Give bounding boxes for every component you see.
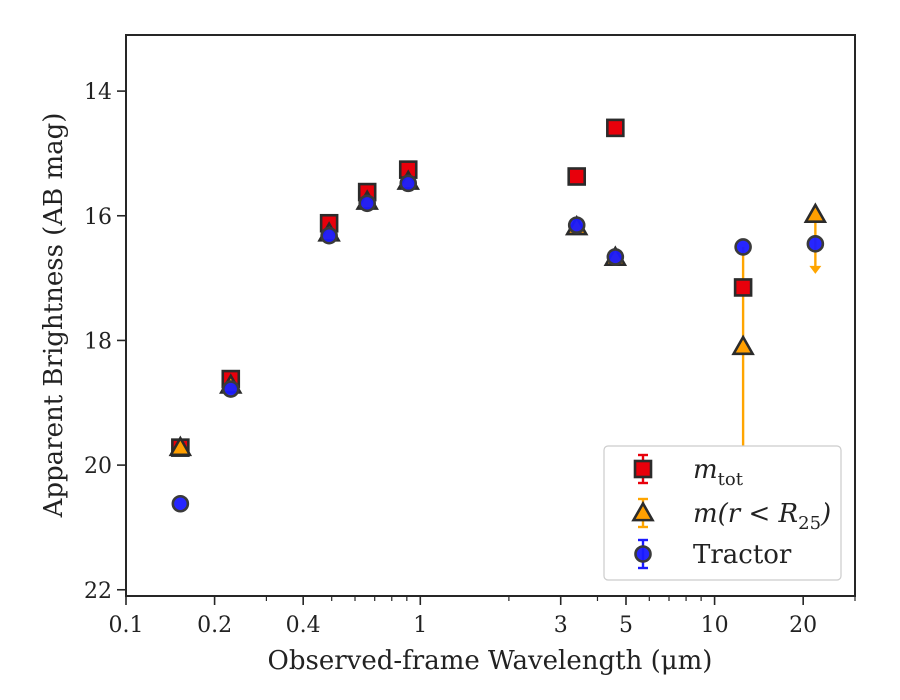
series-1-point [731,334,755,356]
series-2-point [806,235,825,253]
series-2-point [320,226,338,245]
series-2-point [171,494,190,513]
legend-box [603,445,842,581]
x-axis-label: Observed-frame Wavelength (μm) [268,646,713,676]
y-tick-label: 18 [84,329,112,354]
axes: 0.1 0.2 0.4 1 3 5 10 20 14 16 18 20 22 [84,34,856,638]
x-tick-label: 3 [554,613,568,638]
legend-marker-2 [634,545,652,563]
y-tick-label: 22 [84,579,112,604]
x-tick-label: 1 [413,613,427,638]
series-1-point [168,435,193,457]
legend-label: Tractor [693,540,792,570]
upper-limit-arrow [809,265,822,274]
series-0-point [606,118,625,138]
series-0-point [567,167,587,186]
series-2-point [221,380,240,398]
series-2-point [567,216,586,234]
y-tick-label: 14 [84,80,112,105]
legend-marker-1 [631,500,655,522]
legend-label: mtot [693,455,744,490]
plot-frame [125,34,856,597]
y-axis-label: Apparent Brightness (AB mag) [39,113,69,519]
y-tick-label: 16 [84,205,112,230]
x-tick-label: 0.1 [109,613,144,638]
plot-area [168,118,828,513]
legend: mtot m(r < R25) Tractor [603,445,842,581]
x-tick-label: 0.2 [197,613,232,638]
x-tick-label: 10 [701,613,729,638]
x-tick-label: 5 [619,613,633,638]
series-2-point [399,174,418,193]
series-2-point [358,194,376,213]
legend-marker-0 [633,459,653,479]
y-tick-label: 20 [84,454,112,479]
series-0-point [733,278,753,297]
legend-label: m(r < R25) [693,499,831,534]
series-2-point [734,238,752,256]
x-tick-label: 0.4 [286,613,321,638]
series-2-point [606,248,625,266]
series-1-point [803,202,828,223]
x-tick-label: 20 [789,613,817,638]
